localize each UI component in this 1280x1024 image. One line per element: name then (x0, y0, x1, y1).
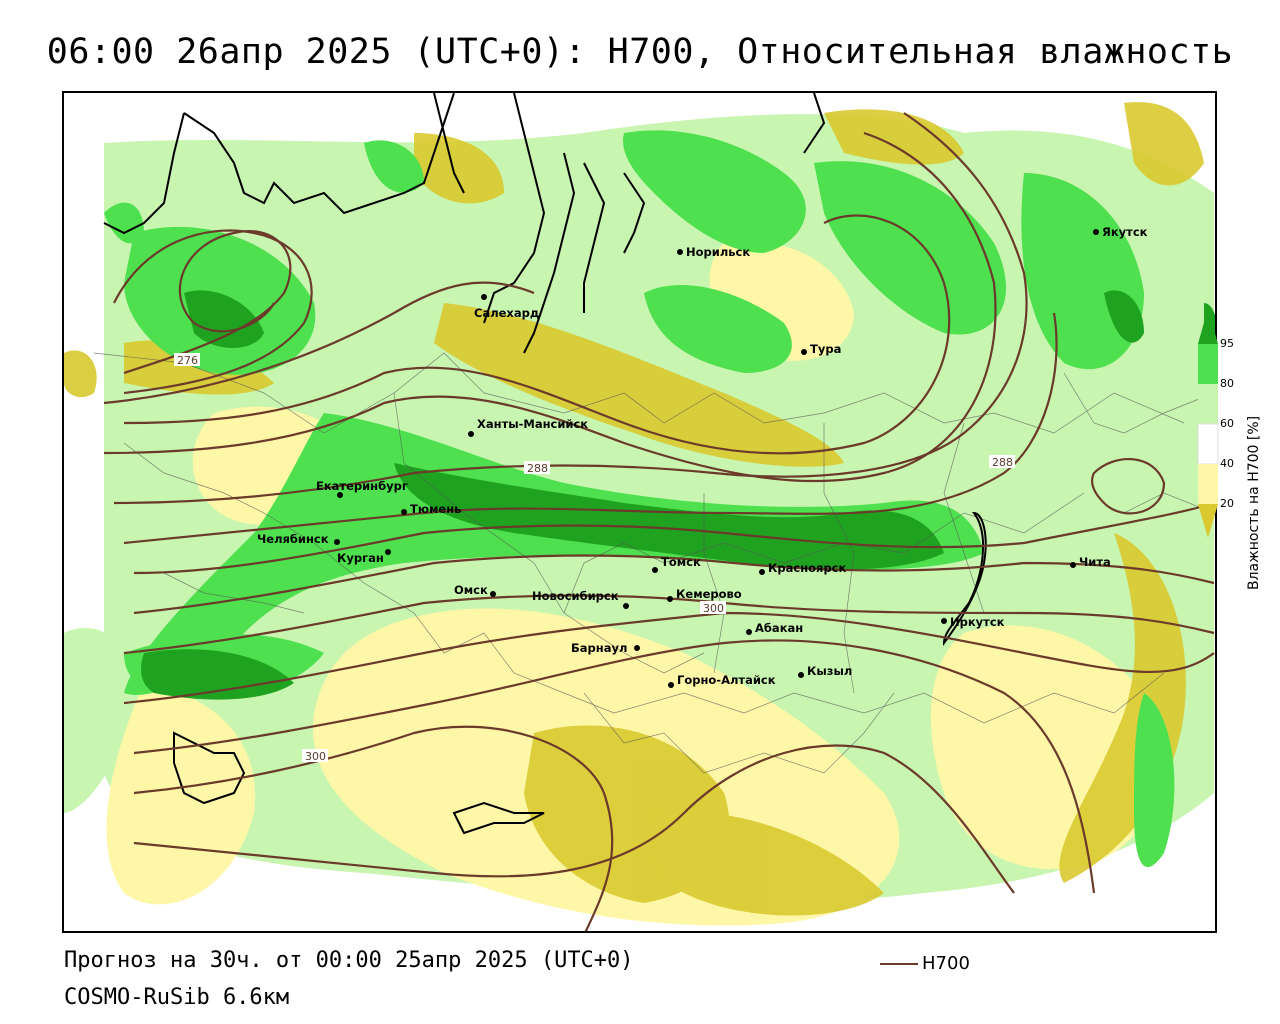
city-dot-salekhard[interactable] (481, 294, 487, 300)
city-label-gorno: Горно-Алтайск (677, 673, 776, 687)
colorbar-moist (1198, 384, 1218, 424)
contour-280 (123, 214, 951, 455)
contour-300 (133, 639, 1096, 894)
contour-294 (133, 554, 1215, 615)
legend-tick-80: 80 (1220, 377, 1234, 390)
city-dot-chita[interactable] (1070, 562, 1076, 568)
city-label-irkutsk: Иркутск (950, 615, 1005, 629)
forecast-caption: Прогноз на 30ч. от 00:00 25апр 2025 (UTC… (64, 948, 634, 973)
contour-label-300-center: 300 (703, 602, 724, 615)
humidity-colorbar (1197, 308, 1219, 538)
contour-label-288-west: 288 (527, 462, 548, 475)
city-dot-norilsk[interactable] (677, 249, 683, 255)
city-label-chel: Челябинск (257, 532, 329, 546)
city-label-nsk: Новосибирск (532, 589, 619, 603)
city-label-tura: Тура (810, 342, 841, 356)
city-label-ekb: Екатеринбург (316, 479, 408, 493)
city-dot-tura[interactable] (801, 349, 807, 355)
legend-title: Влажность на Н700 [%] (1246, 415, 1262, 590)
map-title: 06:00 26апр 2025 (UTC+0): H700, Относите… (46, 32, 1234, 72)
city-dot-irkutsk[interactable] (941, 618, 947, 624)
city-dot-kemerovo[interactable] (667, 596, 673, 602)
city-label-chita: Чита (1079, 555, 1111, 569)
city-label-tyumen: Тюмень (410, 502, 461, 516)
city-label-omsk: Омск (454, 583, 488, 597)
contour-276 (103, 281, 535, 405)
city-dot-tomsk[interactable] (652, 567, 658, 573)
city-markers: Норильск Якутск Салехард Тура Ханты-Манс… (257, 225, 1148, 688)
legend-tick-60: 60 (1220, 417, 1234, 430)
city-dot-yakutsk[interactable] (1093, 229, 1099, 235)
city-dot-ekb[interactable] (337, 492, 343, 498)
legend-tick-40: 40 (1220, 457, 1234, 470)
city-label-kurgan: Курган (337, 551, 384, 565)
contour-legend-label: H700 (922, 953, 970, 974)
city-label-tomsk: Томск (661, 555, 701, 569)
city-label-norilsk: Норильск (686, 245, 750, 259)
city-label-krsk: Красноярск (768, 561, 846, 575)
city-dot-kyzyl[interactable] (798, 672, 804, 678)
humidity-map: 276 288 288 300 300 Норильск Якутск Сале… (64, 93, 1215, 931)
city-label-khanty: Ханты-Мансийск (477, 417, 588, 431)
city-label-salekhard: Салехард (474, 306, 539, 320)
colorbar-top-arrow (1198, 308, 1218, 344)
city-label-barnaul: Барнаул (571, 641, 627, 655)
city-label-kemerovo: Кемерово (676, 587, 742, 601)
contour-low-west (123, 230, 292, 375)
contour-292 (133, 501, 1215, 575)
legend-tick-95: 95 (1220, 337, 1234, 350)
city-label-abakan: Абакан (755, 621, 803, 635)
city-dot-tyumen[interactable] (401, 509, 407, 515)
contour-label-300-west: 300 (305, 750, 326, 763)
city-dot-abakan[interactable] (746, 629, 752, 635)
city-dot-kurgan[interactable] (385, 549, 391, 555)
region-borders (93, 352, 1215, 774)
contour-low-east (1090, 458, 1166, 515)
map-panel[interactable]: 276 288 288 300 300 Норильск Якутск Сале… (62, 91, 1217, 933)
colorbar-dry (1198, 464, 1218, 504)
city-label-yakutsk: Якутск (1102, 225, 1148, 239)
colorbar-bottom-arrow (1198, 504, 1218, 538)
city-dot-nsk[interactable] (623, 603, 629, 609)
city-dot-chel[interactable] (334, 539, 340, 545)
colorbar-wet (1198, 344, 1218, 384)
city-dot-omsk[interactable] (490, 591, 496, 597)
city-dot-krsk[interactable] (759, 569, 765, 575)
contour-legend: H700 (880, 953, 970, 974)
contour-290 (123, 312, 1058, 545)
contour-labels: 276 288 288 300 300 (174, 353, 1015, 763)
very-wet-regions (141, 290, 1215, 700)
city-dot-barnaul[interactable] (634, 645, 640, 651)
contour-label-276: 276 (177, 354, 198, 367)
legend-tick-20: 20 (1220, 497, 1234, 510)
city-dot-khanty[interactable] (468, 431, 474, 437)
city-dot-gorno[interactable] (668, 682, 674, 688)
contour-legend-line (880, 963, 918, 965)
contour-label-288-east: 288 (992, 456, 1013, 469)
city-label-kyzyl: Кызыл (807, 664, 852, 678)
coastlines (103, 93, 987, 835)
model-caption: COSMO-RuSib 6.6км (64, 985, 290, 1010)
contour-288 (113, 112, 1028, 505)
colorbar-neutral (1197, 423, 1219, 465)
contour-304 (133, 744, 1015, 894)
contour-272 (113, 229, 313, 395)
